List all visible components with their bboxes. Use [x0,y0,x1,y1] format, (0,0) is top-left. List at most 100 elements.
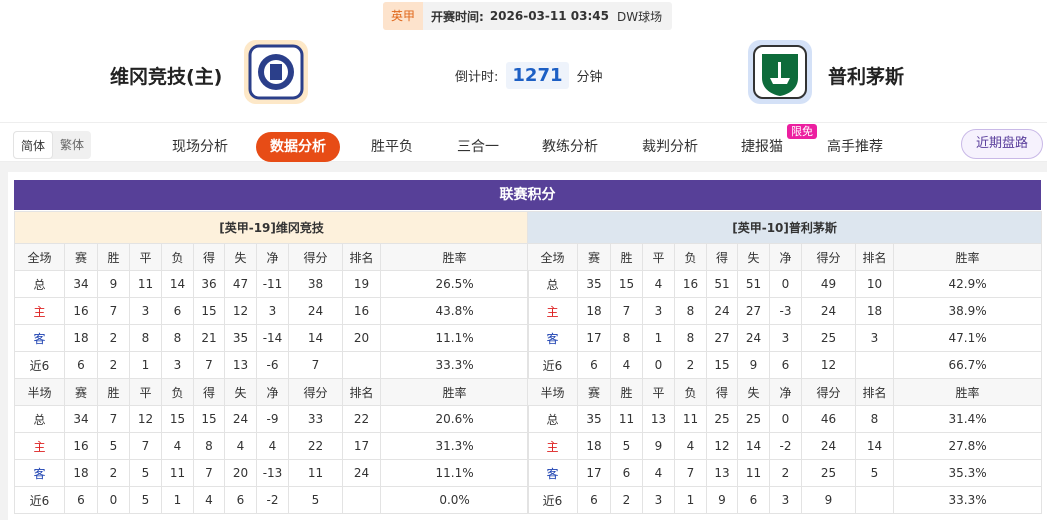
stat-row: 总 35 15 4 16 51 51 0 49 10 42.9% [527,270,1043,298]
stat-cell: 49 [801,270,856,298]
stat-cell: 20.6% [379,405,530,433]
recent-button[interactable]: 近期盘路 [961,129,1043,159]
home-logo [244,40,308,104]
column-header-row: 半场赛胜平负得失净得分 排名 胜率 [14,378,530,406]
stat-cell: 15 [193,405,225,433]
stat-cell: 35.3% [892,459,1043,487]
stat-cell: 9 [706,486,738,514]
stat-cell: 18 [64,324,98,352]
column-header: 赛 [577,378,611,406]
stat-cell: 34 [64,405,98,433]
stat-row: 客 18 2 5 11 7 20 -13 11 24 11.1% [14,459,530,487]
stat-cell: 8 [855,405,894,433]
stat-cell: 2 [97,351,130,379]
column-header: 失 [224,378,257,406]
nav-item[interactable]: 捷报猫 [741,139,783,155]
nav-badge: 限免 [787,124,817,139]
stat-cell: 4 [224,432,257,460]
start-time: 2026-03-11 03:45 [489,9,609,23]
stat-cell: 7 [129,432,162,460]
stat-cell: 18 [64,459,98,487]
column-header: 得 [706,378,738,406]
nav-item[interactable]: 教练分析 [542,139,598,155]
nav-item[interactable]: 数据分析 [256,132,340,162]
stat-cell: 11 [737,459,770,487]
stat-cell: 5 [129,459,162,487]
stat-cell: 8 [161,324,194,352]
stat-row: 客 18 2 8 8 21 35 -14 14 20 11.1% [14,324,530,352]
stat-cell: 9 [97,270,130,298]
stat-cell: -3 [769,297,802,325]
stat-cell: 6 [64,486,98,514]
column-header: 赛 [577,243,611,271]
stat-cell: 25 [706,405,738,433]
stat-cell: 0 [642,351,675,379]
lang-switch: 简体 繁体 [13,131,92,159]
nav-item[interactable]: 裁判分析 [642,139,698,155]
stat-cell: 6 [737,486,770,514]
stat-cell: 14 [161,270,194,298]
stat-cell: 16 [674,270,707,298]
stat-cell: 24 [706,297,738,325]
stat-cell: 4 [610,351,643,379]
stat-cell: 8 [674,297,707,325]
lang-option[interactable]: 简体 [13,131,54,159]
stat-cell: 4 [256,432,289,460]
stat-cell: 14 [855,432,894,460]
stat-cell: 17 [577,459,611,487]
stat-row: 近6 6 2 3 1 9 6 3 9 33.3% [527,486,1043,514]
stat-cell: 0 [769,405,802,433]
stat-cell: 5 [97,432,130,460]
nav-item[interactable]: 高手推荐 [827,139,883,155]
away-logo [748,40,812,104]
stat-cell: 25 [801,324,856,352]
league-tag[interactable]: 英甲 [383,2,424,30]
stat-cell: 24 [801,432,856,460]
stat-cell: 18 [577,432,611,460]
column-header: 平 [642,378,675,406]
stat-cell: 6 [161,297,194,325]
stat-cell: 3 [161,351,194,379]
stat-cell [342,351,381,379]
column-header: 胜率 [379,243,530,271]
away-name: 普利茅斯 [828,66,905,88]
stat-cell: 1 [642,324,675,352]
away-logo-icon [753,45,807,99]
column-header: 失 [224,243,257,271]
stat-row: 主 18 7 3 8 24 27 -3 24 18 38.9% [527,297,1043,325]
stat-cell: 近6 [14,351,65,379]
stat-cell: 17 [342,432,381,460]
stat-cell: 3 [855,324,894,352]
stat-cell: 13 [706,459,738,487]
stat-cell: 20 [224,459,257,487]
column-header: 负 [674,378,707,406]
stat-cell: 3 [769,486,802,514]
column-header: 胜 [97,378,130,406]
stat-cell: 6 [224,486,257,514]
stat-row: 客 17 8 1 8 27 24 3 25 3 47.1% [527,324,1043,352]
nav-item[interactable]: 胜平负 [371,139,413,155]
match-info: 英甲 开赛时间: 2026-03-11 03:45 DW球场 [383,2,672,30]
nav-item[interactable]: 现场分析 [172,139,228,155]
stat-row: 近6 6 2 1 3 7 13 -6 7 33.3% [14,351,530,379]
column-header: 平 [129,243,162,271]
column-header: 净 [256,378,289,406]
stat-cell: 总 [527,405,578,433]
column-header: 赛 [64,378,98,406]
column-header: 平 [642,243,675,271]
lang-option[interactable]: 繁体 [60,138,85,152]
stat-cell: 近6 [527,351,578,379]
stat-cell: 21 [193,324,225,352]
stat-cell: 11 [161,459,194,487]
stat-cell: 18 [577,297,611,325]
nav-item[interactable]: 三合一 [457,139,499,155]
stat-cell: 17 [577,324,611,352]
column-header: 排名 [342,243,381,271]
stat-cell: 33.3% [892,486,1043,514]
stat-cell: 25 [737,405,770,433]
column-header: 净 [769,378,802,406]
stat-cell: 24 [737,324,770,352]
column-header-row: 全场赛胜平负得失净得分 排名 胜率 [527,243,1043,271]
stat-cell: 总 [527,270,578,298]
stat-cell: 主 [527,297,578,325]
